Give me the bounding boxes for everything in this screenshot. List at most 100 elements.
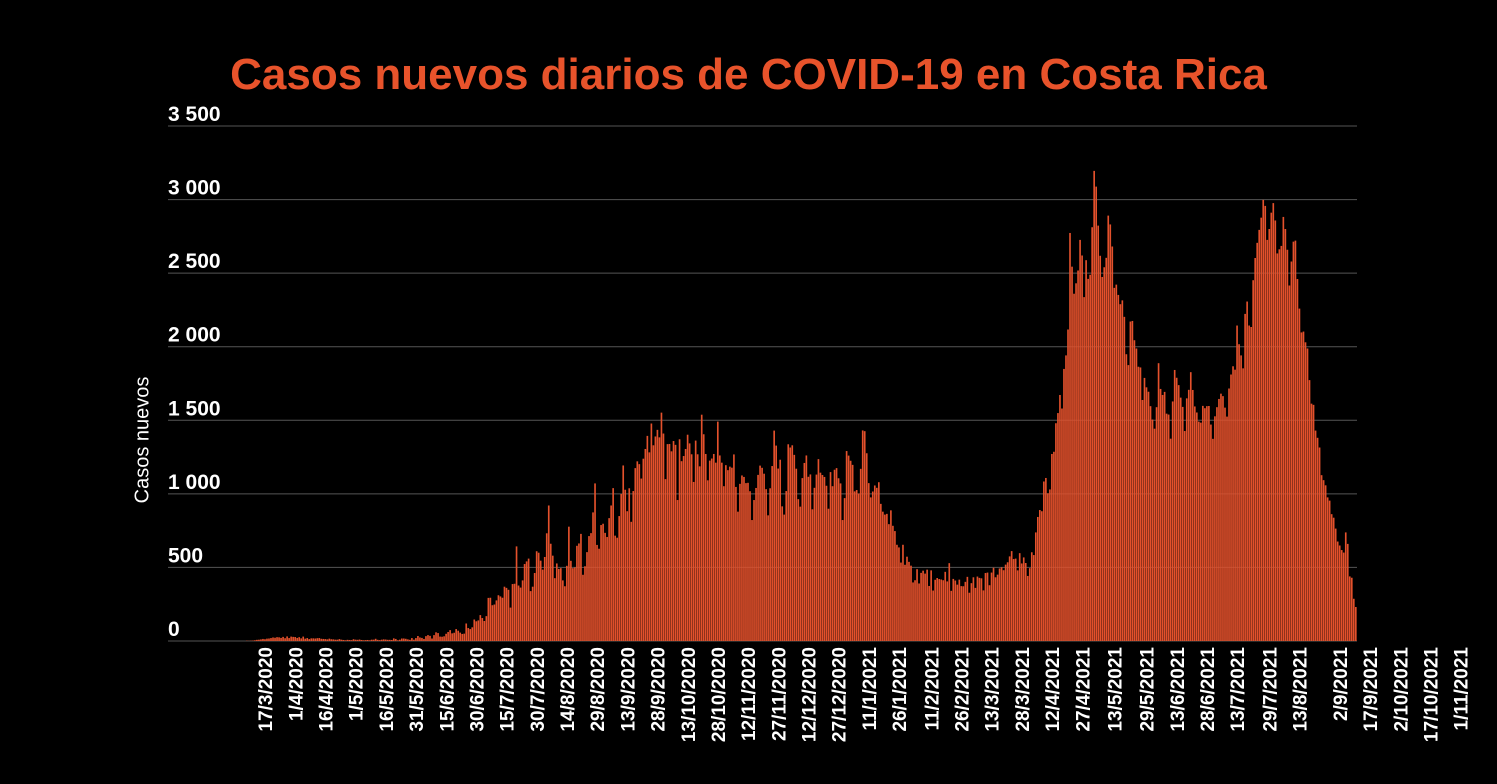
y-tick-label: 3 000: [168, 177, 221, 200]
bar: [441, 636, 443, 641]
bar: [900, 562, 902, 641]
bar: [763, 473, 765, 641]
bar: [1282, 216, 1285, 641]
bar: [678, 439, 681, 641]
bar: [360, 639, 363, 641]
bar: [789, 447, 792, 641]
bar: [1212, 438, 1214, 641]
bar: [757, 474, 759, 641]
bar: [1063, 368, 1065, 641]
bar: [658, 437, 661, 641]
bar: [358, 639, 361, 641]
bar: [1262, 199, 1265, 641]
bar: [425, 636, 427, 641]
bar: [1043, 481, 1045, 641]
bar: [437, 633, 439, 641]
bar: [908, 561, 910, 641]
bar: [644, 448, 647, 641]
bar: [1248, 325, 1250, 641]
x-tick-label: 11/1/2021: [860, 647, 881, 731]
bar: [723, 486, 725, 641]
bar: [926, 569, 928, 641]
bar: [272, 637, 274, 641]
bar: [1014, 558, 1017, 641]
bar: [1292, 241, 1295, 641]
bar: [417, 636, 419, 641]
bar: [445, 633, 447, 641]
bar: [984, 573, 987, 641]
bar: [1193, 406, 1196, 641]
bar: [1298, 308, 1301, 641]
bar: [533, 573, 536, 641]
bar: [1030, 552, 1033, 641]
bar: [582, 574, 584, 641]
bar: [1181, 406, 1184, 641]
bar: [827, 508, 830, 641]
bar: [479, 615, 482, 641]
bar: [1149, 406, 1152, 641]
bar: [942, 580, 945, 641]
bar: [851, 464, 854, 641]
x-tick-label: 13/5/2021: [1106, 647, 1127, 732]
bar: [1103, 267, 1106, 641]
bar: [968, 592, 971, 641]
x-tick-label: 29/7/2021: [1261, 647, 1282, 732]
bar: [690, 454, 693, 641]
bar: [1278, 249, 1281, 641]
bar: [1232, 366, 1234, 641]
bar: [525, 561, 528, 641]
bar: [783, 514, 786, 641]
bar: [865, 453, 868, 641]
bar: [1145, 387, 1148, 641]
bar: [473, 619, 476, 641]
bar: [622, 465, 625, 641]
bar: [745, 483, 747, 641]
bar: [1077, 270, 1079, 641]
bar: [692, 481, 695, 641]
bar: [388, 639, 391, 641]
bar: [1177, 385, 1180, 641]
bar: [1028, 568, 1031, 641]
bar: [499, 596, 502, 641]
bar: [469, 629, 472, 641]
bar: [1109, 224, 1112, 641]
bar: [1210, 424, 1212, 641]
bar: [1081, 255, 1083, 642]
x-tick-label: 13/6/2021: [1168, 647, 1189, 732]
x-tick-label: 17/10/2021: [1422, 647, 1443, 743]
bar: [1234, 369, 1236, 641]
x-tick-label: 12/12/2020: [800, 647, 821, 742]
bar: [694, 440, 697, 641]
bar: [924, 573, 926, 641]
bar: [449, 630, 451, 641]
bar: [551, 555, 554, 641]
y-tick-label: 0: [168, 618, 180, 641]
bar: [1226, 416, 1228, 641]
bar: [517, 585, 520, 641]
bar: [386, 639, 389, 641]
bar: [1018, 553, 1021, 641]
bar: [348, 639, 351, 641]
bar: [580, 533, 582, 641]
bar: [413, 639, 415, 641]
y-tick-label: 2 500: [168, 250, 221, 273]
bar: [1032, 555, 1035, 641]
bar: [511, 584, 514, 641]
bar: [837, 478, 840, 641]
bar: [1085, 260, 1087, 641]
y-tick-label: 1 000: [168, 471, 221, 494]
bar: [394, 638, 397, 641]
bar: [1115, 284, 1118, 641]
bar: [1326, 497, 1329, 641]
bar: [463, 633, 466, 641]
bar: [654, 436, 657, 641]
bar: [698, 466, 701, 641]
bar: [1157, 363, 1160, 641]
bar: [626, 511, 629, 641]
x-tick-label: 1/11/2021: [1452, 647, 1473, 731]
x-tick-label: 27/12/2020: [830, 647, 851, 742]
bar: [326, 639, 329, 641]
bar: [682, 456, 685, 641]
bar: [316, 638, 319, 641]
bar: [264, 639, 266, 641]
